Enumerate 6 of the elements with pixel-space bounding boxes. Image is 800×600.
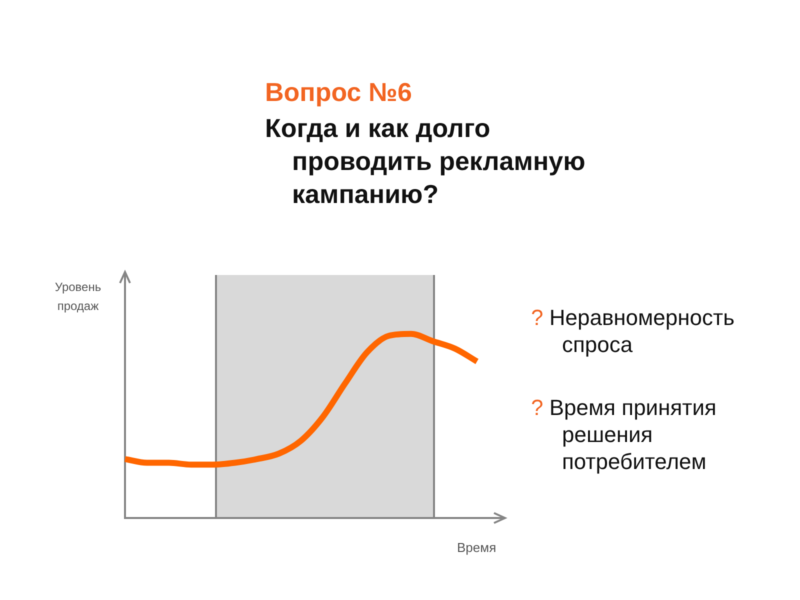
x-axis-title: Время	[457, 540, 496, 555]
text: ? Неравномерность спроса	[531, 304, 736, 358]
text: ? Время принятия решения потребителем	[531, 394, 718, 475]
chart-title: Вопрос №6	[265, 77, 412, 108]
y-axis-title: Уровень продаж	[54, 279, 102, 315]
chart-subtitle: Когда и как долго проводить рекламную кампанию?	[265, 112, 586, 211]
